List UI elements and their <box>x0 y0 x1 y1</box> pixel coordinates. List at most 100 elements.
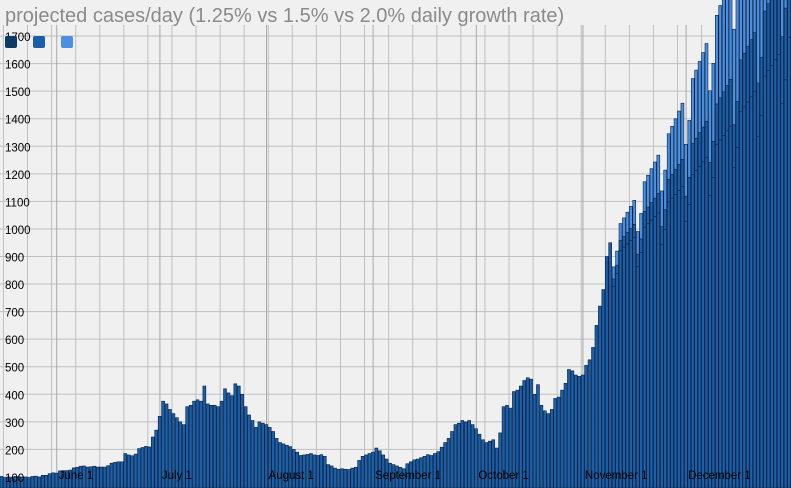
bar-projected-series-1 <box>735 147 740 488</box>
bar-actual <box>322 456 327 488</box>
bar-actual <box>209 405 214 488</box>
legend-swatch-series-1[interactable] <box>5 36 17 48</box>
x-tick-label: October 1 <box>478 470 529 482</box>
bar-actual <box>484 442 489 488</box>
bar-actual <box>37 476 42 488</box>
bar-projected-series-1 <box>622 246 626 488</box>
bar-actual <box>161 400 165 488</box>
bar-projected-series-1 <box>670 197 674 488</box>
bar-actual <box>536 384 540 488</box>
bar-actual <box>226 392 231 488</box>
bar-projected-series-1 <box>625 243 630 488</box>
bar-actual <box>525 377 530 488</box>
bar-actual <box>126 454 131 488</box>
bar-actual <box>237 385 241 488</box>
bar-actual <box>374 447 379 488</box>
bar-actual <box>357 460 361 488</box>
bar-actual <box>364 454 368 488</box>
bar-projected-series-1 <box>701 161 705 488</box>
bar-actual <box>171 413 176 488</box>
legend-swatch-series-2[interactable] <box>33 36 45 48</box>
x-tick-label: September 1 <box>375 470 441 482</box>
y-tick-label: 900 <box>5 253 24 265</box>
bar-actual <box>147 446 152 488</box>
bar-projected-series-1 <box>639 252 643 488</box>
bar-actual <box>40 475 45 488</box>
bar-actual <box>58 470 62 488</box>
y-tick-label: 600 <box>5 335 24 347</box>
bar-actual <box>470 424 475 488</box>
bar-actual <box>501 406 506 488</box>
bar-actual <box>188 405 193 488</box>
bar-actual <box>367 453 372 488</box>
bar-actual <box>192 400 196 488</box>
bar-projected-series-1 <box>773 59 778 488</box>
bar-actual <box>61 470 66 488</box>
bar-actual <box>460 420 465 488</box>
bar-projected-series-1 <box>766 70 771 488</box>
bar-projected-series-1 <box>749 96 753 488</box>
bar-actual <box>274 438 279 488</box>
bar-projected-series-1 <box>711 177 716 488</box>
bar-actual <box>574 374 578 488</box>
bar-projected-series-1 <box>635 266 640 488</box>
y-tick-label: 1400 <box>5 115 31 127</box>
bar-actual <box>446 438 451 488</box>
bar-actual <box>23 476 28 488</box>
bar-projected-series-1 <box>752 91 757 488</box>
bar-actual <box>78 465 83 488</box>
bar-projected-series-1 <box>739 111 743 488</box>
bar-projected-series-1 <box>697 165 702 488</box>
bar-actual <box>254 427 258 488</box>
bar-actual <box>206 403 210 488</box>
bar-projected-series-1 <box>611 285 616 488</box>
bar-actual <box>549 409 554 488</box>
bar-actual <box>505 405 509 488</box>
bar-actual <box>388 462 392 488</box>
bar-actual <box>164 403 169 488</box>
x-axis-ticks: June 1 July 1 August 1 September 1 October 1… <box>59 470 751 482</box>
bar-actual <box>106 465 110 488</box>
bar-projected-series-1 <box>690 174 695 488</box>
bar-actual <box>532 393 537 488</box>
bar-actual <box>608 242 612 488</box>
bar-actual <box>360 456 365 488</box>
bar-actual <box>6 476 11 488</box>
bar-actual <box>347 469 351 488</box>
legend-swatch-series-3[interactable] <box>61 36 73 48</box>
bar-actual <box>580 374 585 488</box>
bar-actual <box>20 476 24 488</box>
bar-projected-series-1 <box>745 101 750 488</box>
bar-actual <box>51 472 55 488</box>
bar-projected-series-1 <box>642 226 647 488</box>
bar-actual <box>212 405 217 488</box>
bar-actual <box>371 451 375 488</box>
bar-actual <box>556 396 561 488</box>
bar-actual <box>199 400 203 488</box>
bar-actual <box>604 256 609 488</box>
bar-actual <box>185 406 189 488</box>
bar-projected-series-1 <box>646 223 650 488</box>
bar-actual <box>498 432 502 488</box>
bar-projected-series-1 <box>776 53 781 488</box>
bar-projected-series-1 <box>684 220 688 488</box>
bar-actual <box>553 398 557 488</box>
bar-actual <box>113 462 117 488</box>
bar-projected-series-1 <box>660 244 664 488</box>
bar-projected-series-1 <box>618 249 623 488</box>
bar-projected-series-1 <box>653 216 657 488</box>
bar-projected-series-1 <box>780 103 784 488</box>
bar-actual <box>54 472 59 488</box>
bar-projected-series-1 <box>783 79 788 488</box>
bar-actual <box>27 477 31 488</box>
y-tick-label: 1200 <box>5 170 31 182</box>
bar-actual <box>130 455 134 488</box>
bar-actual <box>175 417 179 488</box>
bar-actual <box>429 455 434 488</box>
bar-actual <box>154 429 158 488</box>
bar-actual <box>257 421 262 488</box>
bar-actual <box>391 464 396 488</box>
bar-actual <box>450 431 454 488</box>
bar-actual <box>261 422 265 488</box>
